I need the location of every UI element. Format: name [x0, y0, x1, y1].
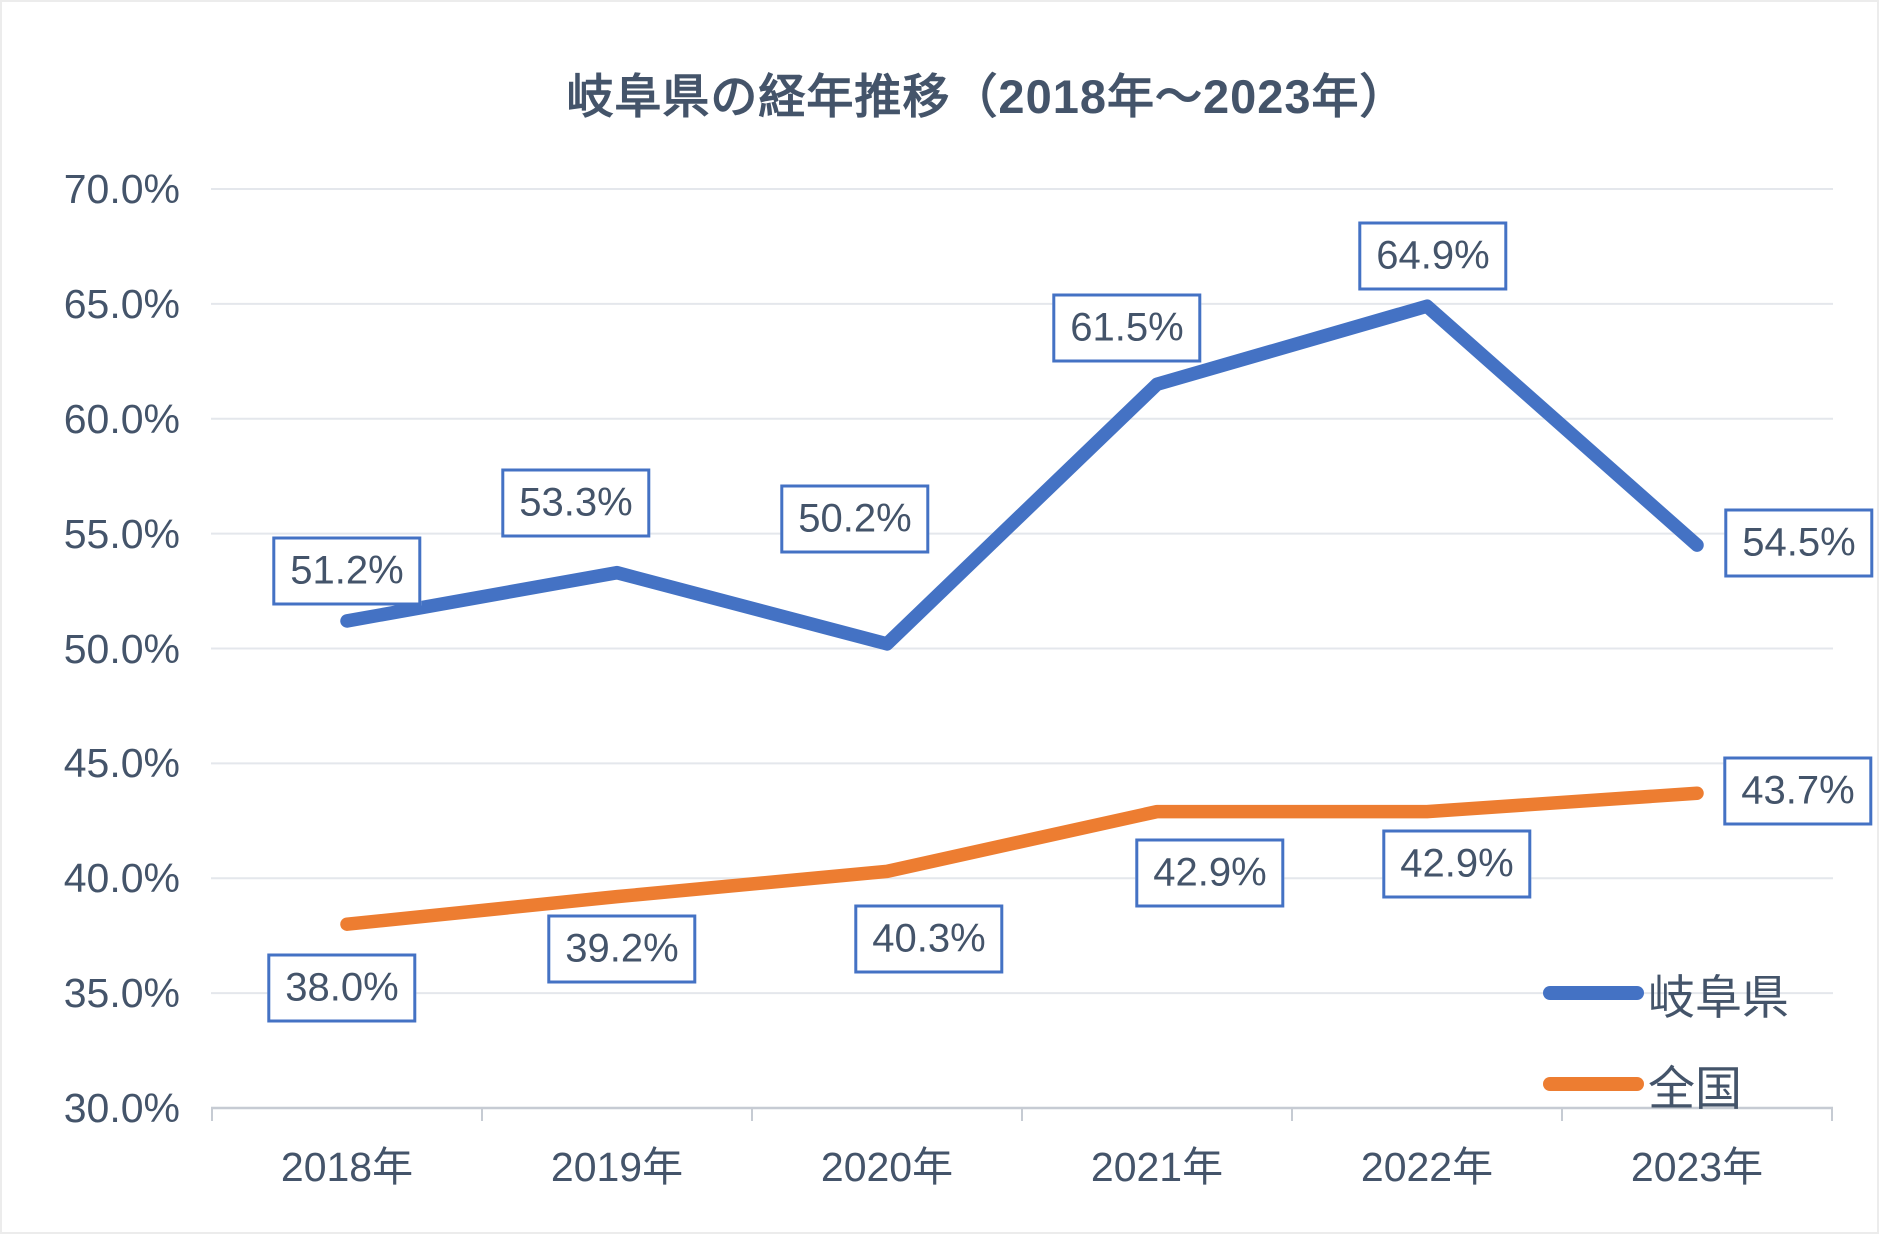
- data-label: 42.9%: [1135, 838, 1285, 908]
- national-line-swatch: [1543, 1077, 1644, 1091]
- legend-item-gifu: 岐阜県: [1543, 958, 1789, 1028]
- x-tick-label: 2023年: [1630, 1144, 1764, 1190]
- x-tick-label: 2022年: [1360, 1144, 1494, 1190]
- x-tick-label: 2019年: [550, 1144, 684, 1190]
- y-tick-label: 65.0%: [63, 280, 180, 327]
- data-label: 43.7%: [1723, 756, 1873, 826]
- y-tick-label: 40.0%: [63, 855, 180, 902]
- y-tick-label: 55.0%: [63, 510, 180, 557]
- data-label: 51.2%: [272, 536, 422, 606]
- gifu-line-swatch: [1543, 986, 1644, 1000]
- national-line: [340, 786, 1704, 931]
- legend-item-national: 全国: [1543, 1049, 1789, 1119]
- chart-title: 岐阜県の経年推移（2018年～2023年）: [566, 70, 1408, 123]
- y-tick-label: 50.0%: [63, 625, 180, 672]
- y-tick-label: 45.0%: [63, 740, 180, 787]
- x-tick-label: 2020年: [820, 1144, 954, 1190]
- y-tick-label: 60.0%: [63, 395, 180, 442]
- data-label: 53.3%: [501, 468, 651, 538]
- data-label: 42.9%: [1382, 829, 1532, 899]
- legend-label-national: 全国: [1648, 1061, 1742, 1115]
- data-label: 54.5%: [1724, 508, 1874, 578]
- data-label: 38.0%: [267, 953, 417, 1023]
- data-label: 50.2%: [780, 484, 930, 554]
- legend: 岐阜県 全国: [1543, 958, 1789, 1119]
- data-label: 40.3%: [854, 904, 1004, 974]
- x-tick-label: 2018年: [280, 1144, 414, 1190]
- data-label: 39.2%: [547, 914, 697, 984]
- data-label: 64.9%: [1358, 221, 1508, 291]
- y-tick-label: 70.0%: [63, 166, 180, 212]
- y-tick-label: 30.0%: [63, 1085, 180, 1131]
- gifu-line: [340, 299, 1704, 651]
- y-tick-label: 35.0%: [63, 970, 180, 1017]
- legend-label-gifu: 岐阜県: [1648, 970, 1789, 1024]
- data-label: 61.5%: [1052, 293, 1202, 363]
- x-tick-label: 2021年: [1090, 1144, 1224, 1190]
